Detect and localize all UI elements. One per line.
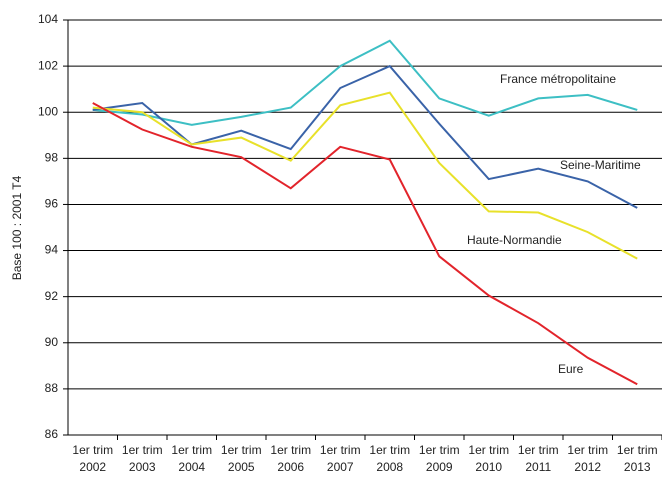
y-tick-label: 86	[45, 427, 59, 441]
series-line	[92, 64, 638, 209]
series-label: France métropolitaine	[500, 72, 616, 86]
x-tick-label: 1er trim	[72, 443, 113, 457]
x-tick-label: 1er trim	[171, 443, 212, 457]
x-tick-label: 2012	[574, 460, 601, 474]
x-tick-label: 1er trim	[468, 443, 509, 457]
x-tick-label: 2005	[228, 460, 255, 474]
x-tick-label: 1er trim	[320, 443, 361, 457]
x-tick-label: 1er trim	[221, 443, 262, 457]
x-tick-label: 1er trim	[270, 443, 311, 457]
x-tick-label: 2003	[129, 460, 156, 474]
y-axis-label: Base 100 : 2001 T4	[10, 175, 24, 280]
x-tick-label: 2011	[525, 460, 551, 474]
x-tick-label: 1er trim	[567, 443, 608, 457]
series-line	[92, 39, 638, 126]
x-tick-label: 1er trim	[122, 443, 163, 457]
series-label: Haute-Normandie	[467, 233, 562, 247]
y-tick-label: 92	[45, 289, 59, 303]
series-line	[92, 102, 638, 386]
series-label: Seine-Maritime	[560, 158, 641, 172]
x-tick-label: 1er trim	[617, 443, 658, 457]
x-tick-label: 2009	[426, 460, 453, 474]
y-tick-label: 90	[45, 335, 59, 349]
x-tick-label: 1er trim	[369, 443, 410, 457]
y-tick-label: 104	[38, 12, 58, 26]
y-tick-label: 100	[38, 104, 58, 118]
y-tick-label: 94	[45, 243, 59, 257]
y-tick-label: 88	[45, 381, 59, 395]
x-tick-label: 2002	[79, 460, 106, 474]
x-tick-label: 2008	[376, 460, 403, 474]
x-tick-label: 2007	[327, 460, 354, 474]
x-tick-label: 2004	[178, 460, 205, 474]
x-tick-label: 2006	[277, 460, 304, 474]
series-line	[92, 91, 638, 260]
series-label: Eure	[558, 362, 584, 376]
y-tick-label: 102	[38, 58, 58, 72]
x-tick-label: 2010	[475, 460, 502, 474]
x-tick-label: 1er trim	[419, 443, 460, 457]
y-tick-label: 96	[45, 197, 59, 211]
y-tick-label: 98	[45, 151, 59, 165]
x-tick-label: 1er trim	[518, 443, 559, 457]
x-tick-label: 2013	[624, 460, 651, 474]
